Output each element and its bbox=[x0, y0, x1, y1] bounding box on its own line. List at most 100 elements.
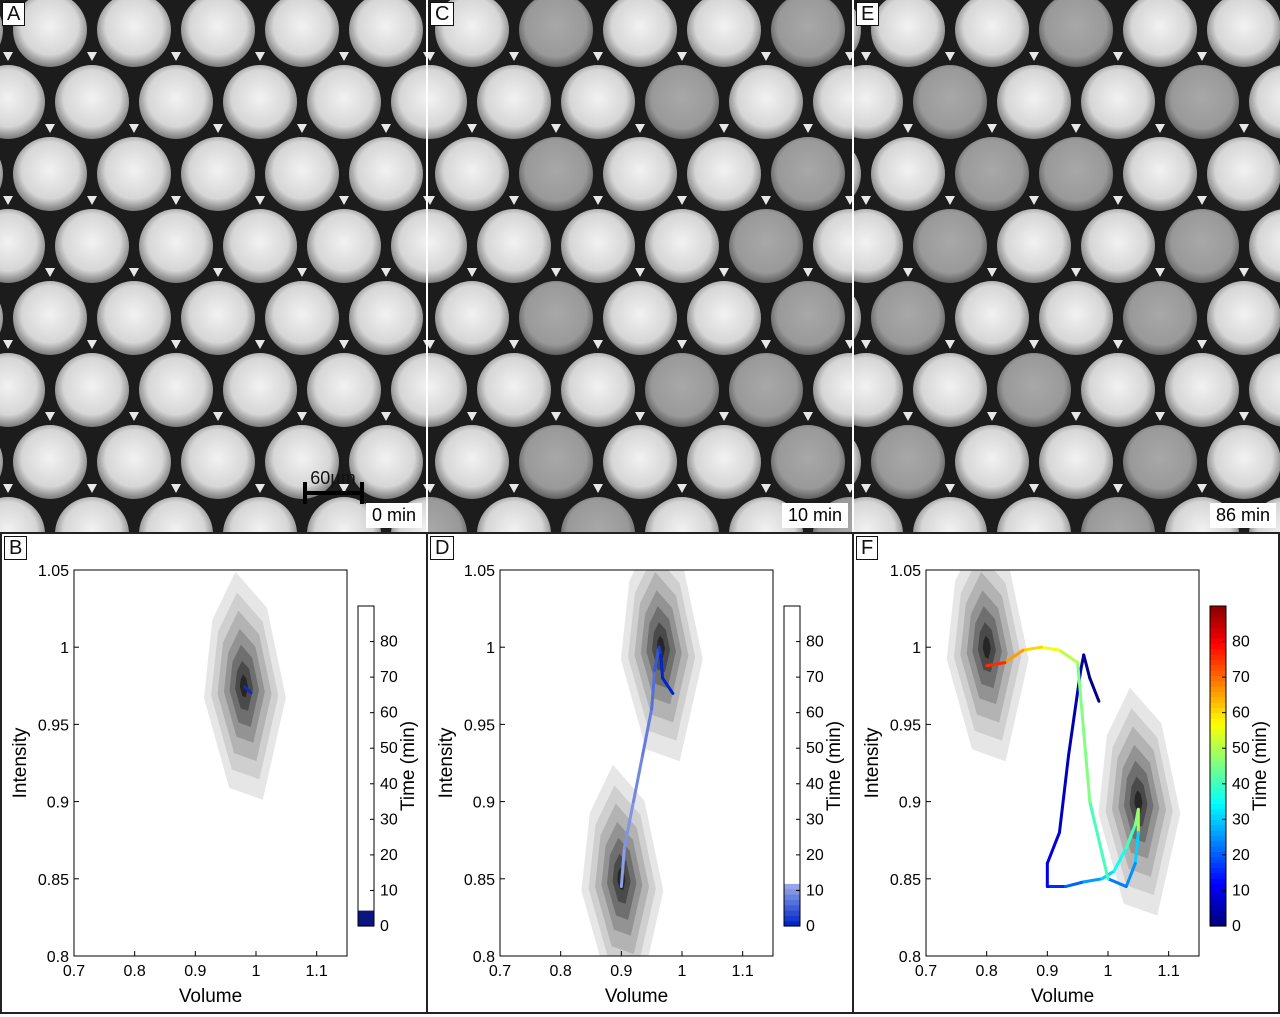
colorbar-segment bbox=[784, 632, 800, 639]
x-axis-title: Volume bbox=[1031, 986, 1094, 1007]
interstitial-gap bbox=[129, 412, 139, 421]
colorbar-segment bbox=[358, 616, 374, 623]
y-tick-label: 0.9 bbox=[899, 795, 921, 812]
droplet bbox=[55, 497, 129, 532]
interstitial-gap bbox=[845, 484, 852, 493]
y-tick-label: 0.9 bbox=[47, 795, 69, 812]
interstitial-gap bbox=[1239, 124, 1249, 133]
micrograph-c: C 10 min bbox=[428, 0, 852, 532]
contour-chart-b: 0.7 0.8 0.9 1 1.10.80.850.90.9511.05VolumeIn… bbox=[10, 563, 419, 1007]
colorbar-segment bbox=[358, 766, 374, 772]
colorbar-segment bbox=[358, 888, 374, 895]
time-label-a: 0 min bbox=[365, 503, 422, 528]
interstitial-gap bbox=[467, 412, 477, 421]
droplet bbox=[687, 0, 761, 67]
colorbar-segment bbox=[358, 904, 374, 911]
colorbar-tick-label: 50 bbox=[380, 740, 398, 757]
colorbar-segment bbox=[1210, 894, 1226, 900]
y-tick-label: 1.05 bbox=[464, 563, 495, 580]
interstitial-gap bbox=[509, 340, 519, 349]
droplet bbox=[1249, 353, 1280, 427]
interstitial-gap bbox=[1239, 412, 1249, 421]
droplet bbox=[871, 425, 945, 499]
interstitial-gap bbox=[509, 196, 519, 205]
droplet bbox=[265, 425, 339, 499]
interstitial-gap bbox=[1113, 340, 1123, 349]
droplet bbox=[223, 353, 297, 427]
colorbar-tick-label: 70 bbox=[806, 669, 824, 686]
colorbar-segment bbox=[358, 712, 374, 719]
colorbar-tick-label: 0 bbox=[1232, 918, 1241, 935]
droplet bbox=[1249, 65, 1280, 139]
interstitial-gap bbox=[845, 340, 852, 349]
interstitial-gap bbox=[593, 196, 603, 205]
colorbar-frame bbox=[783, 605, 801, 927]
droplet bbox=[307, 209, 381, 283]
colorbar-segment bbox=[358, 840, 374, 847]
colorbar-segment bbox=[1210, 766, 1226, 772]
interstitial-gap bbox=[903, 268, 913, 277]
droplet bbox=[997, 209, 1071, 283]
x-tick-label: 1 bbox=[1104, 963, 1113, 980]
droplet bbox=[1039, 425, 1113, 499]
colorbar-tick-label: 70 bbox=[380, 669, 398, 686]
droplet bbox=[223, 497, 297, 532]
colorbar-segment bbox=[784, 835, 800, 842]
colorbar-segment bbox=[1210, 846, 1226, 852]
droplet bbox=[1123, 0, 1197, 67]
droplet bbox=[1165, 353, 1239, 427]
droplet bbox=[771, 281, 845, 355]
droplet bbox=[477, 65, 551, 139]
colorbar-segment bbox=[358, 824, 374, 831]
colorbar-segment bbox=[358, 819, 374, 826]
droplet bbox=[349, 425, 423, 499]
colorbar-segment bbox=[784, 643, 800, 650]
colorbar-segment bbox=[784, 803, 800, 810]
colorbar-segment bbox=[358, 894, 374, 900]
droplet bbox=[1207, 425, 1280, 499]
colorbar-segment bbox=[358, 792, 374, 799]
colorbar-segment bbox=[1210, 792, 1226, 799]
interstitial-gap bbox=[255, 484, 265, 493]
trajectory-segment bbox=[985, 661, 1007, 668]
interstitial-gap bbox=[677, 52, 687, 61]
droplet bbox=[603, 425, 677, 499]
micrograph-a: A 60µm 0 min bbox=[0, 0, 426, 532]
interstitial-gap bbox=[428, 340, 435, 349]
colorbar-tick-label: 40 bbox=[380, 776, 398, 793]
colorbar-segment bbox=[1210, 867, 1226, 874]
colorbar-segment bbox=[1210, 734, 1226, 740]
trajectory-segment bbox=[1045, 830, 1061, 865]
trajectory-segment bbox=[622, 800, 635, 850]
y-tick-label: 0.95 bbox=[464, 717, 495, 734]
y-axis-title: Intensity bbox=[436, 727, 457, 798]
interstitial-gap bbox=[635, 124, 645, 133]
interstitial-gap bbox=[255, 340, 265, 349]
droplet bbox=[603, 137, 677, 211]
colorbar-segment bbox=[784, 659, 800, 666]
droplet bbox=[645, 209, 719, 283]
interstitial-gap bbox=[1197, 52, 1207, 61]
x-tick-label: 1 bbox=[678, 963, 687, 980]
interstitial-gap bbox=[1029, 52, 1039, 61]
colorbar-segment bbox=[358, 846, 374, 852]
droplet bbox=[813, 209, 852, 283]
colorbar-segment bbox=[358, 910, 374, 916]
colorbar-title: Time (min) bbox=[398, 721, 419, 811]
colorbar-segment bbox=[1210, 718, 1226, 724]
colorbar-segment bbox=[1210, 606, 1226, 612]
interstitial-gap bbox=[428, 196, 435, 205]
droplet bbox=[1249, 209, 1280, 283]
colorbar-segment bbox=[784, 680, 800, 687]
x-tick-label: 0.7 bbox=[915, 963, 937, 980]
colorbar-segment bbox=[358, 632, 374, 639]
interstitial-gap bbox=[861, 340, 871, 349]
droplet bbox=[0, 209, 45, 283]
droplet bbox=[729, 65, 803, 139]
y-tick-label: 0.8 bbox=[47, 949, 69, 966]
interstitial-gap bbox=[87, 484, 97, 493]
colorbar-segment bbox=[358, 803, 374, 810]
droplet bbox=[771, 425, 845, 499]
trajectory-segment bbox=[1057, 648, 1080, 665]
x-tick-label: 0.7 bbox=[63, 963, 85, 980]
